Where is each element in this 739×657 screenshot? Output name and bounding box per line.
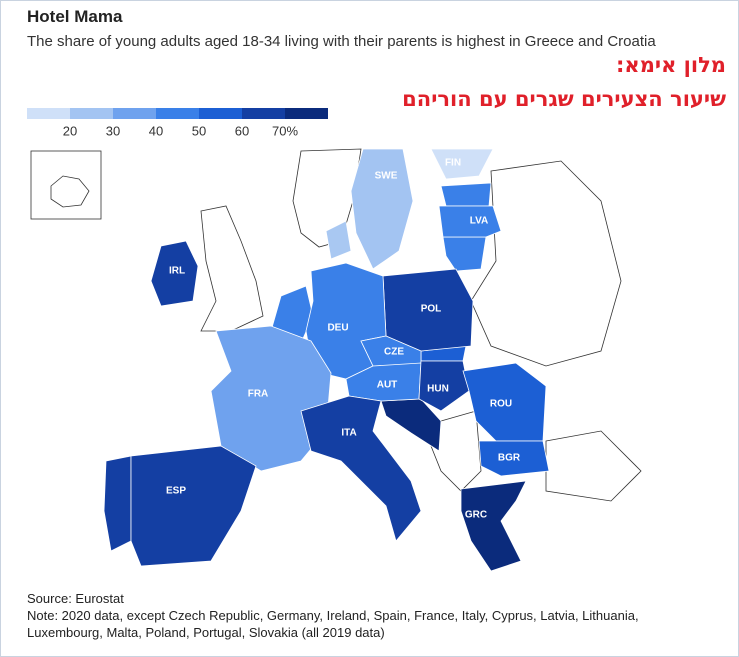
country-label: HUN [427,384,449,395]
estonia [440,182,492,207]
legend-label: 70% [272,123,298,138]
country [350,148,414,270]
country [300,395,422,542]
croatia [380,398,442,452]
country-label: IRL [169,266,185,277]
legend-swatch [156,108,199,119]
country-label: SWE [375,171,398,182]
legend-swatch [242,108,285,119]
denmark [325,220,352,260]
inset-frame [30,150,102,220]
country [418,360,470,412]
country-label: CZE [384,347,404,358]
country [430,148,494,180]
annotation: מלון אימא: [616,53,726,77]
legend: 20 30 40 50 60 70% [27,108,328,138]
legend-swatch [285,108,328,119]
country-label: AUT [377,380,398,391]
country [478,440,550,477]
legend-label: 50 [192,123,206,138]
turkey [545,430,642,502]
subtitle: The share of young adults aged 18-34 liv… [27,33,656,50]
country [460,480,527,572]
country [130,445,257,567]
country-label: FRA [248,389,269,400]
country [438,205,502,238]
country-label: POL [421,304,442,315]
legend-swatch [27,108,70,119]
source: Source: Eurostat [27,591,124,606]
title: Hotel Mama [27,7,123,26]
country-label: DEU [327,323,348,334]
annotation: שיעור הצעירים שגרים עם הוריהם [402,87,726,111]
country-label: GRC [465,510,487,521]
uk [200,205,264,332]
legend-swatch [113,108,156,119]
portugal [103,455,132,552]
country [210,325,332,472]
legend-swatch [70,108,113,119]
country-label: ROU [490,399,512,410]
country-label: FIN [445,158,461,169]
legend-swatch [199,108,242,119]
country-label: LVA [470,216,489,227]
country-label: BGR [498,453,521,464]
inset-land [50,175,90,208]
country-label: ITA [341,428,356,439]
note: Note: 2020 data, except Czech Republic, … [27,608,639,640]
legend-label: 60 [235,123,249,138]
legend-label: 30 [106,123,120,138]
east [470,160,622,367]
country [150,240,199,307]
legend-label: 40 [149,123,163,138]
country-label: ESP [166,486,186,497]
legend-label: 20 [63,123,77,138]
lithuania [442,236,487,272]
